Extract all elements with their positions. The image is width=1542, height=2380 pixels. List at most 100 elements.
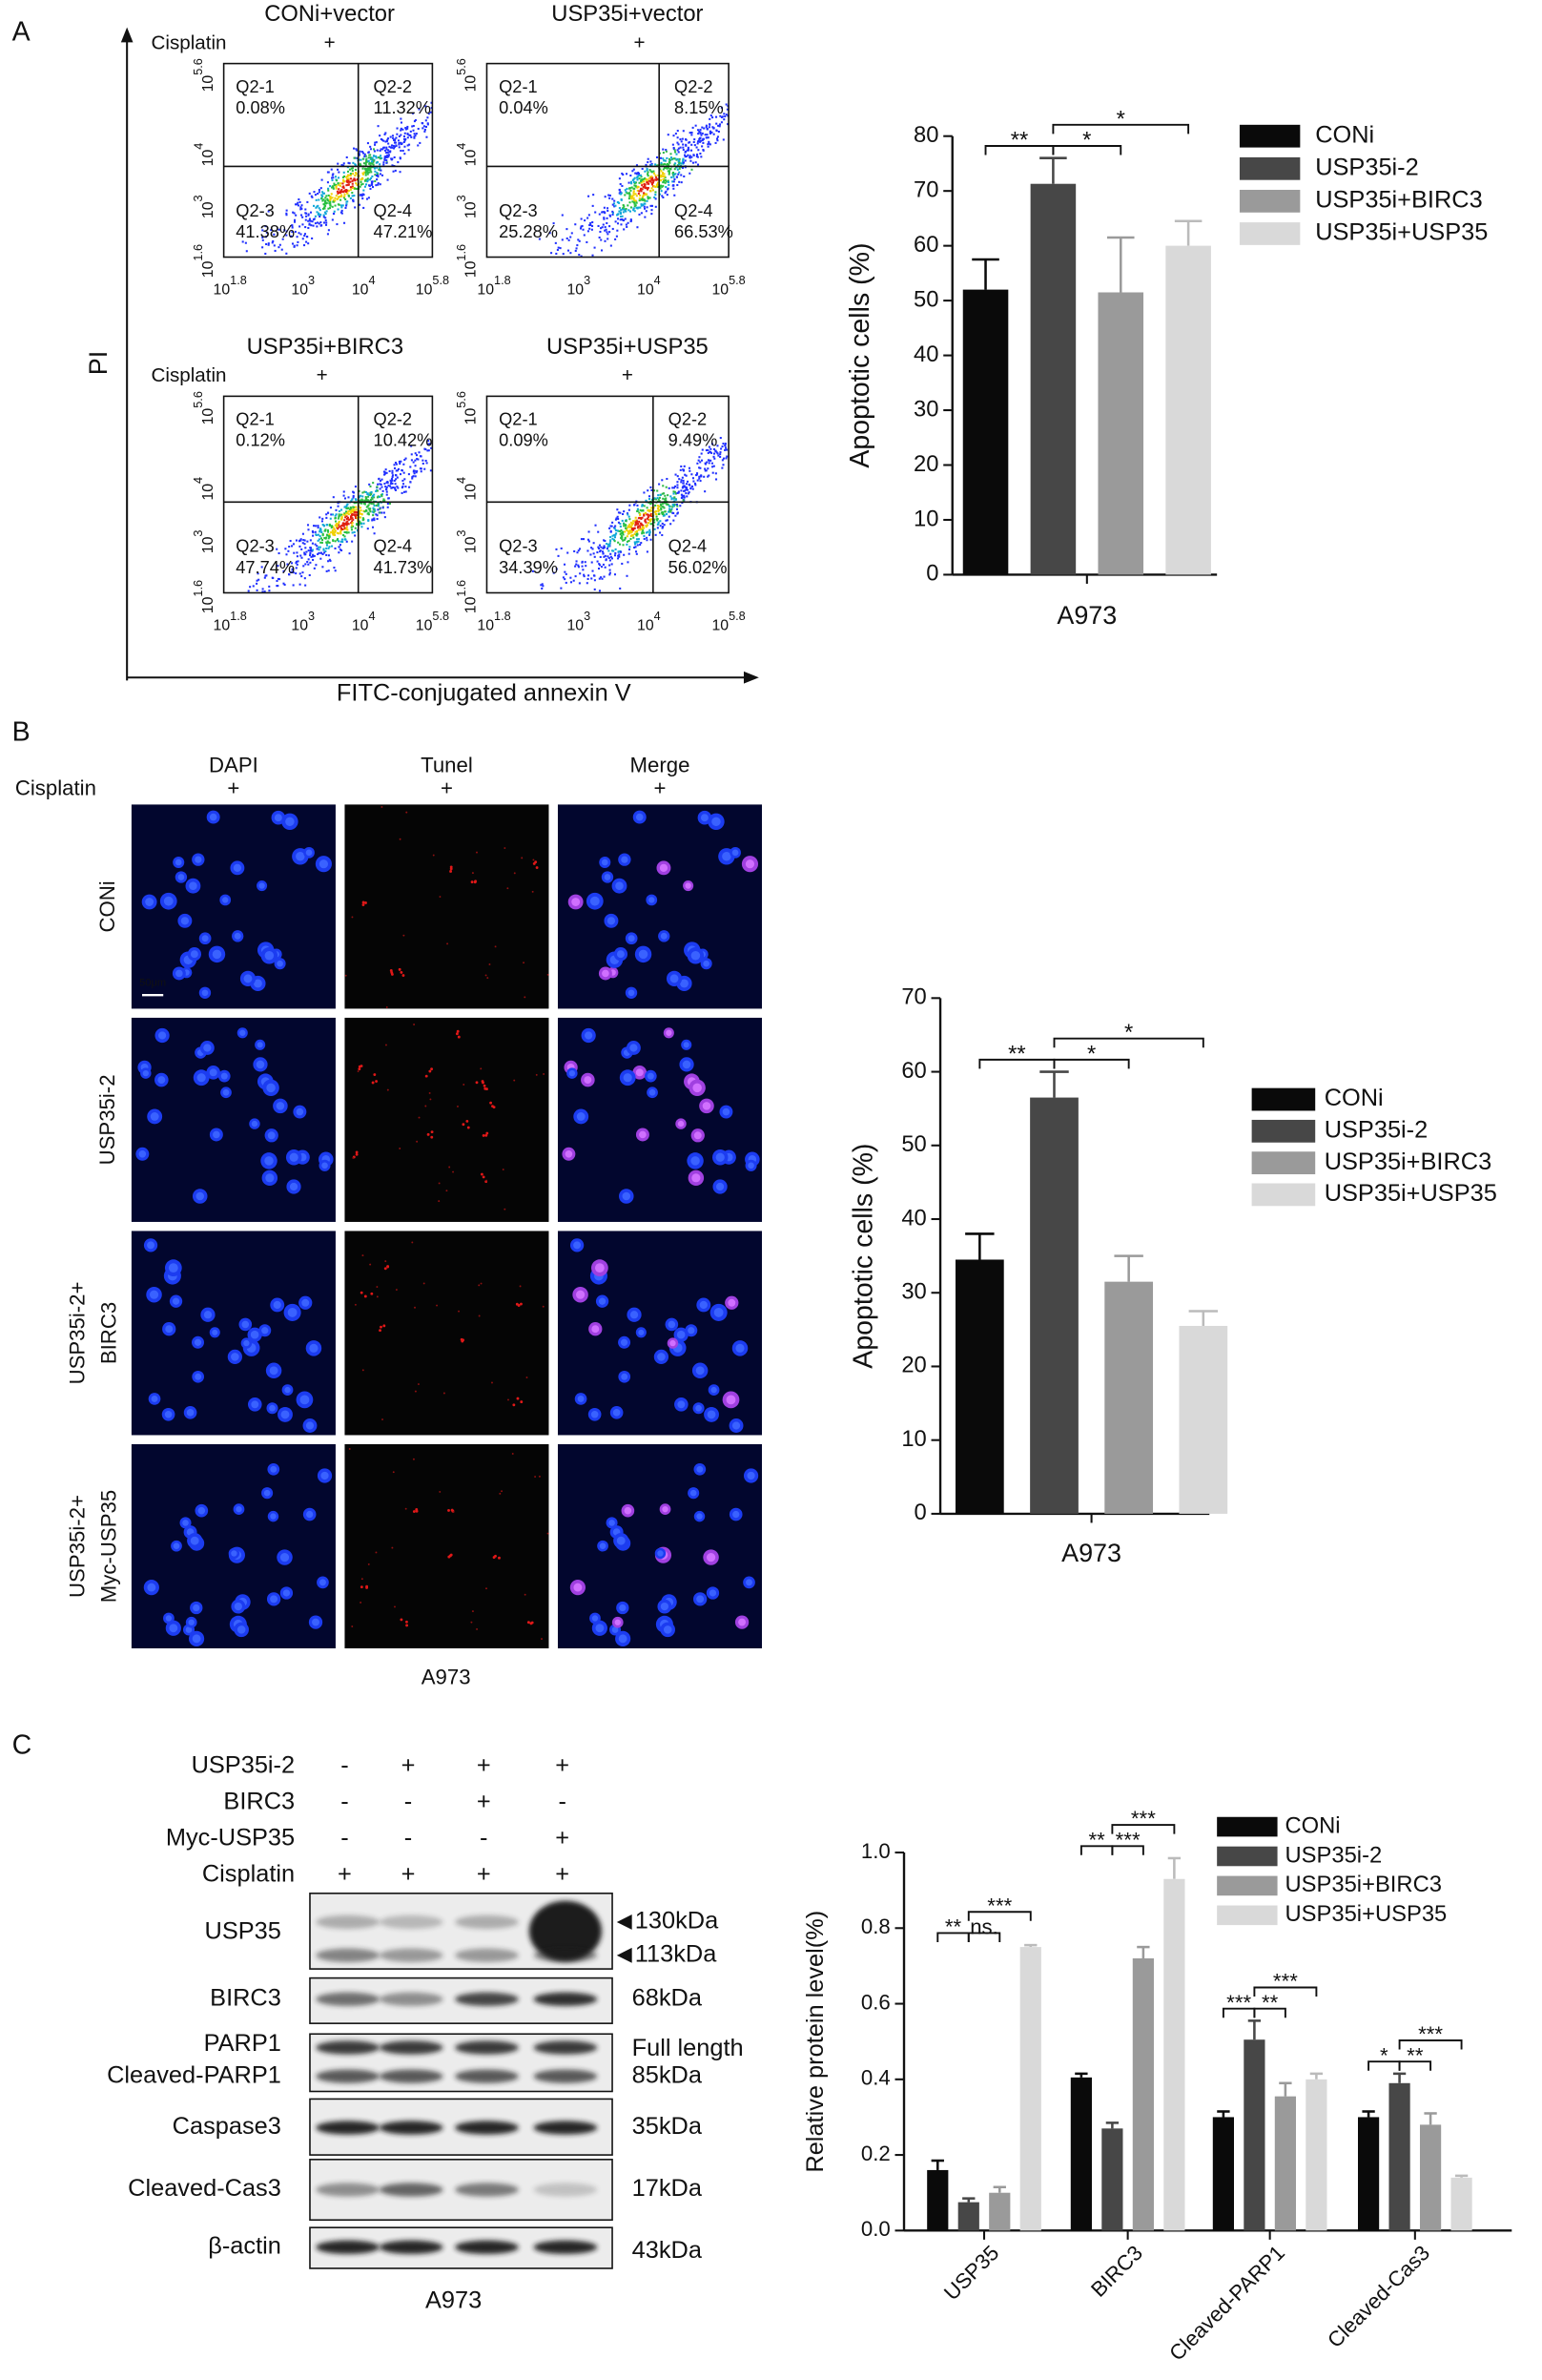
event-dot bbox=[648, 190, 651, 193]
nucleus-core bbox=[241, 1320, 250, 1329]
event-dot bbox=[619, 523, 622, 526]
event-dot bbox=[680, 181, 683, 184]
event-dot bbox=[608, 225, 611, 228]
event-dot bbox=[282, 569, 285, 572]
y-tick-label: 60 bbox=[901, 1058, 926, 1084]
event-dot bbox=[339, 182, 342, 185]
event-dot bbox=[317, 539, 319, 542]
event-dot bbox=[657, 174, 660, 177]
noise-dot bbox=[375, 1551, 378, 1554]
event-dot bbox=[642, 203, 645, 206]
event-dot bbox=[365, 158, 368, 161]
event-dot bbox=[424, 125, 428, 128]
event-dot bbox=[406, 136, 409, 139]
event-dot bbox=[355, 513, 358, 516]
event-dot bbox=[643, 180, 646, 183]
tick-base: 10 bbox=[200, 201, 216, 218]
event-dot bbox=[623, 205, 626, 208]
event-dot bbox=[310, 555, 313, 558]
legend-swatch bbox=[1239, 222, 1301, 245]
event-dot bbox=[724, 445, 727, 447]
event-dot bbox=[368, 483, 371, 486]
noise-dot bbox=[458, 1310, 460, 1313]
band bbox=[316, 2069, 380, 2083]
event-dot bbox=[386, 482, 389, 485]
event-dot bbox=[632, 190, 635, 193]
event-dot bbox=[293, 551, 296, 554]
event-dot bbox=[412, 475, 415, 478]
event-dot bbox=[409, 134, 412, 137]
event-dot bbox=[340, 518, 343, 521]
event-dot bbox=[342, 513, 345, 516]
tick-base: 10 bbox=[200, 75, 216, 93]
event-dot bbox=[337, 505, 339, 507]
event-dot bbox=[642, 179, 645, 182]
event-dot bbox=[296, 563, 298, 566]
event-dot bbox=[350, 186, 353, 189]
event-dot bbox=[274, 249, 277, 252]
tunel-dot bbox=[482, 1134, 485, 1137]
event-dot bbox=[327, 569, 330, 572]
event-dot bbox=[653, 497, 656, 500]
event-dot bbox=[315, 533, 318, 537]
event-dot bbox=[398, 135, 401, 137]
event-dot bbox=[337, 203, 339, 206]
event-dot bbox=[338, 509, 341, 512]
event-dot bbox=[306, 524, 310, 527]
event-dot bbox=[685, 488, 688, 491]
event-dot bbox=[337, 168, 339, 171]
event-dot bbox=[685, 486, 688, 489]
legend-swatch bbox=[1251, 1183, 1316, 1207]
event-dot bbox=[354, 527, 357, 529]
significance-label: ** bbox=[1088, 1828, 1105, 1852]
tunel-dot bbox=[485, 1087, 488, 1091]
event-dot bbox=[297, 560, 299, 563]
y-tick-label: 104 bbox=[193, 477, 216, 501]
event-dot bbox=[324, 197, 327, 199]
event-dot bbox=[339, 529, 342, 532]
event-dot bbox=[298, 572, 301, 575]
event-dot bbox=[419, 455, 421, 458]
tunel-dot bbox=[426, 1132, 430, 1136]
event-dot bbox=[649, 204, 652, 207]
event-dot bbox=[386, 137, 390, 140]
event-dot bbox=[582, 569, 585, 571]
tick-base: 10 bbox=[200, 596, 216, 613]
event-dot bbox=[429, 111, 432, 114]
event-dot bbox=[639, 174, 642, 176]
event-dot bbox=[635, 541, 638, 544]
cells bbox=[352, 1029, 496, 1184]
nucleus-core bbox=[692, 1083, 702, 1093]
event-dot bbox=[607, 556, 610, 559]
event-dot bbox=[661, 173, 664, 176]
event-dot bbox=[390, 157, 393, 160]
event-dot bbox=[314, 530, 317, 533]
event-dot bbox=[317, 533, 319, 536]
event-dot bbox=[709, 130, 711, 133]
event-dot bbox=[611, 537, 614, 540]
event-dot bbox=[627, 204, 629, 207]
event-dot bbox=[695, 155, 698, 157]
event-dot bbox=[685, 483, 688, 486]
event-dot bbox=[370, 183, 373, 186]
nucleus-core bbox=[287, 1307, 298, 1317]
event-dot bbox=[327, 229, 330, 232]
event-dot bbox=[592, 542, 595, 545]
event-dot bbox=[372, 507, 375, 509]
nucleus-core bbox=[212, 949, 222, 960]
event-dot bbox=[321, 191, 324, 194]
event-dot bbox=[584, 219, 586, 222]
event-dot bbox=[311, 237, 314, 239]
event-dot bbox=[387, 485, 390, 487]
event-dot bbox=[396, 127, 399, 130]
event-dot bbox=[554, 241, 557, 244]
event-dot bbox=[340, 204, 343, 207]
event-dot bbox=[317, 527, 319, 529]
bar bbox=[1450, 2177, 1472, 2231]
nucleus-core bbox=[164, 1410, 173, 1418]
event-dot bbox=[298, 583, 301, 586]
event-dot bbox=[659, 176, 662, 178]
event-dot bbox=[342, 178, 345, 181]
noise-dot bbox=[543, 1073, 545, 1075]
event-dot bbox=[689, 155, 691, 157]
